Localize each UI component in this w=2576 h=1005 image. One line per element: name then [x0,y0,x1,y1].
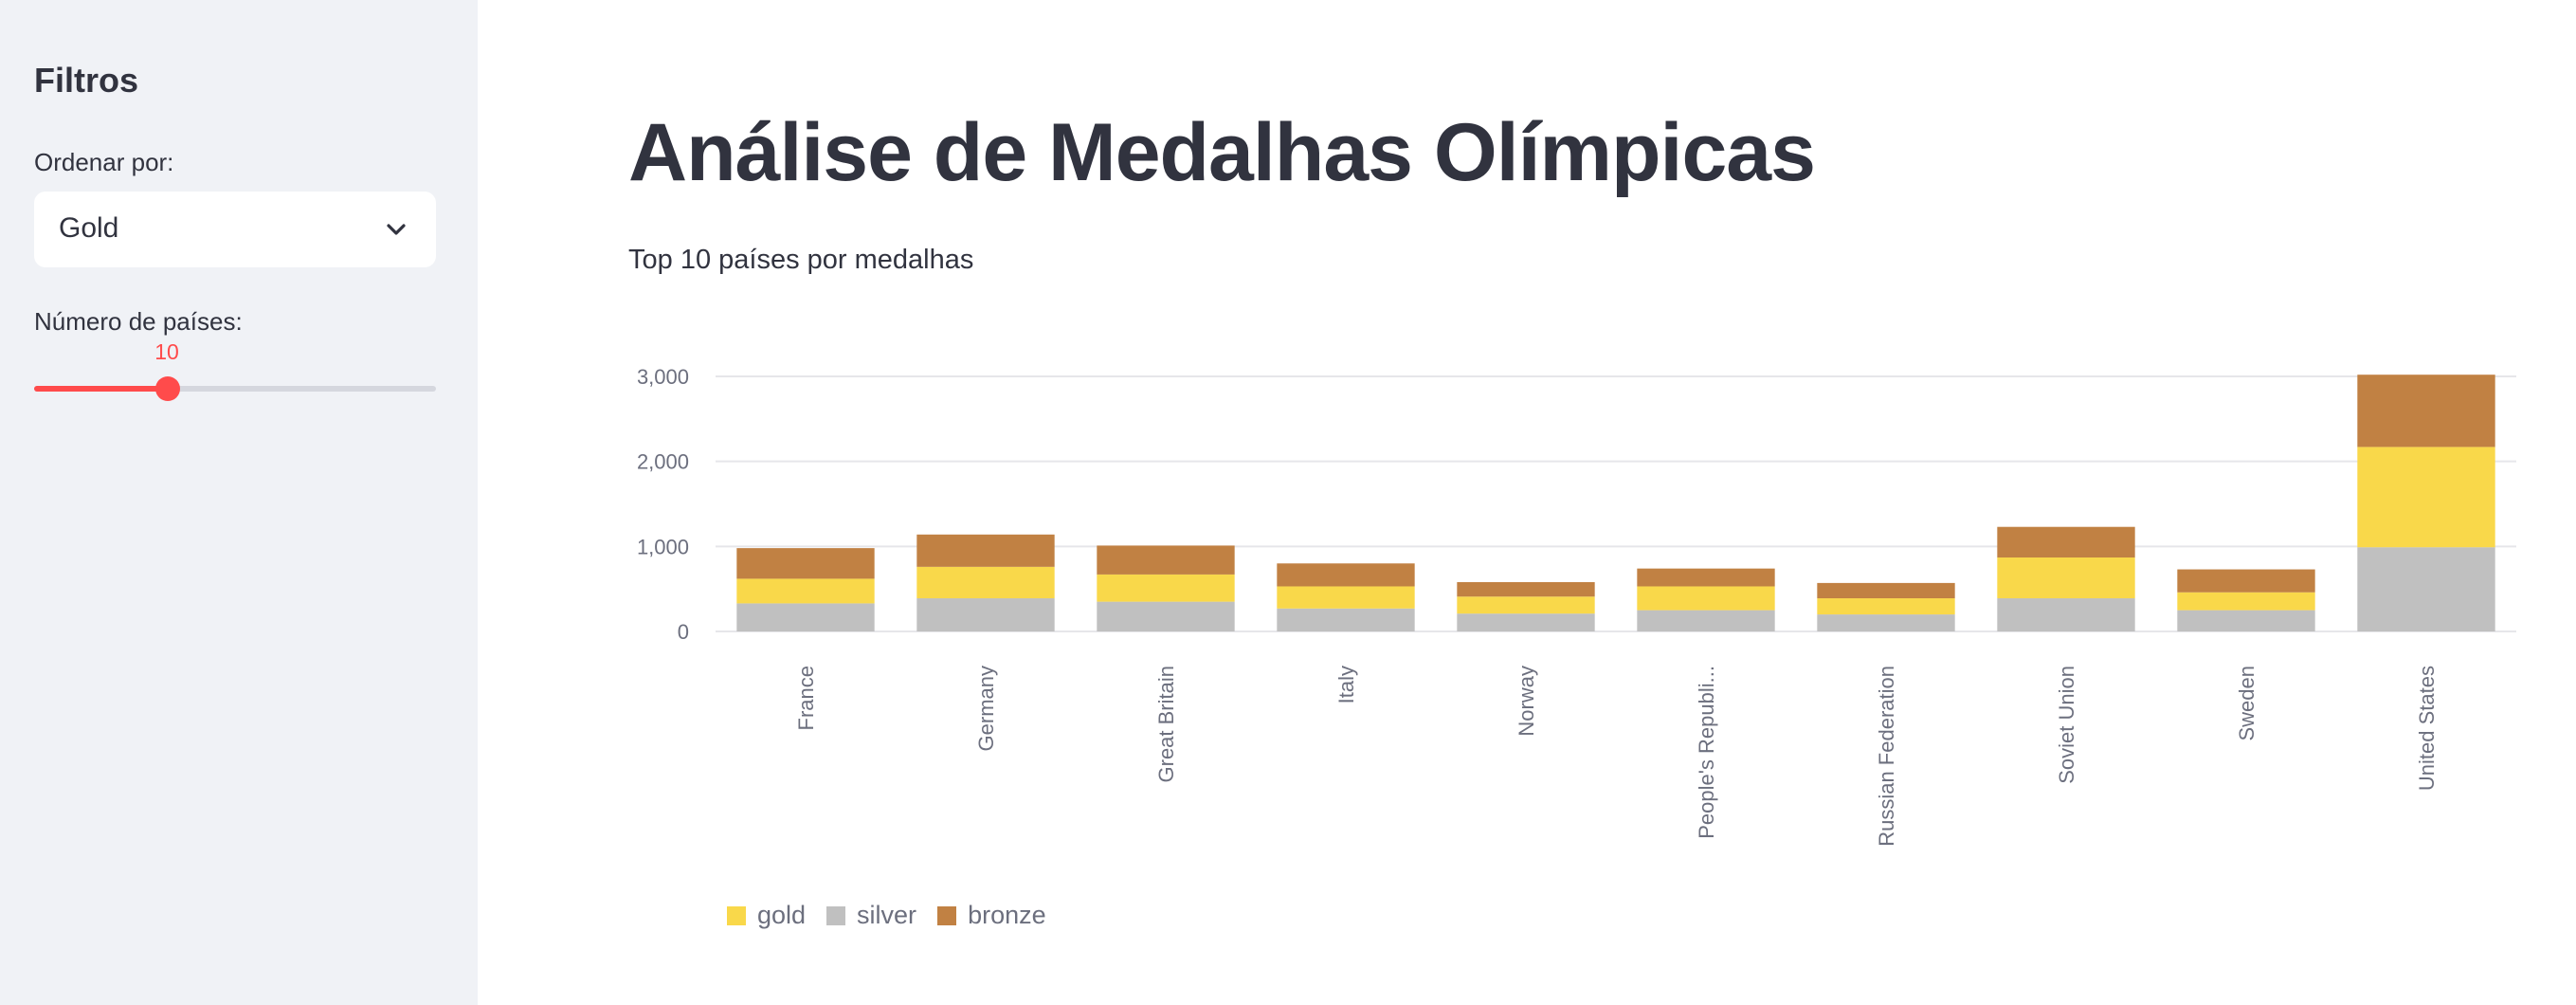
bar-gold [1817,598,1955,615]
bar-silver [1457,613,1595,631]
bar-silver [2357,547,2495,631]
bar-gold [1637,586,1775,611]
medal-chart: 0 1,000 2,000 3,000 France Germany Great Brita… [637,365,2516,847]
slider-thumb[interactable] [155,376,181,401]
y-tick-label: 3,000 [637,365,689,389]
bar-bronze [1457,581,1595,597]
bar-bronze [916,534,1055,567]
legend-swatch [937,905,957,925]
bar-silver [2177,610,2315,631]
x-tick-label: Sweden [2235,666,2259,741]
x-tick-label: France [794,666,818,730]
chevron-down-icon [387,224,406,235]
legend-label: gold [757,901,807,929]
bar-gold [916,566,1055,599]
bar-silver [1637,610,1775,631]
bar-gold [1457,596,1595,614]
legend-label: silver [857,901,917,929]
x-tick-label: Germany [974,666,998,751]
sort-select[interactable]: Gold [34,192,436,267]
legend-item-gold: gold [727,901,806,930]
page-title: Análise de Medalhas Olímpicas [628,107,1816,198]
bar-gold [2177,592,2315,611]
bar-silver [1817,614,1955,631]
sidebar-title: Filtros [34,61,139,100]
bar-gold [1997,557,2135,599]
x-tick-label: People's Republi... [1695,666,1718,839]
bar-bronze [1817,582,1955,599]
slider-fill [34,386,169,392]
bar-bronze [1097,545,1235,575]
legend-item-bronze: bronze [937,901,1046,930]
bar-gold [1097,574,1235,602]
bar-silver [1097,601,1235,631]
country-count-label: Número de países: [34,307,243,336]
bar-silver [736,603,875,631]
bar-bronze [1277,563,1415,587]
bar-silver [1277,608,1415,631]
chart-subheader: Top 10 países por medalhas [628,245,974,275]
sort-select-value: Gold [59,212,119,244]
bar-bronze [1637,568,1775,587]
sidebar: Filtros Ordenar por: Gold Número de país… [0,0,478,1005]
bar-silver [1997,598,2135,631]
bar-silver [916,598,1055,631]
bar-bronze [1997,526,2135,557]
legend-swatch [727,905,746,925]
bar-bronze [736,548,875,579]
y-tick-label: 1,000 [637,535,689,558]
chart-legend: gold silver bronze [727,901,1067,930]
x-tick-label: Italy [1334,666,1358,704]
x-tick-label: Great Britain [1154,666,1178,783]
country-count-slider[interactable] [34,376,436,401]
y-tick-label: 2,000 [637,450,689,474]
bar-gold [1277,586,1415,609]
x-tick-label: Russian Federation [1875,666,1898,847]
y-tick-label: 0 [678,620,689,644]
legend-label: bronze [968,901,1046,929]
bar-gold [2357,447,2495,548]
x-tick-label: United States [2415,666,2439,791]
sort-label: Ordenar por: [34,148,174,176]
bar-bronze [2357,375,2495,448]
bar-gold [736,578,875,604]
country-count-value: 10 [154,339,179,364]
bar-bronze [2177,569,2315,593]
x-tick-label: Norway [1515,666,1538,737]
legend-item-silver: silver [826,901,916,930]
x-tick-label: Soviet Union [2055,666,2078,784]
legend-swatch [826,905,846,925]
